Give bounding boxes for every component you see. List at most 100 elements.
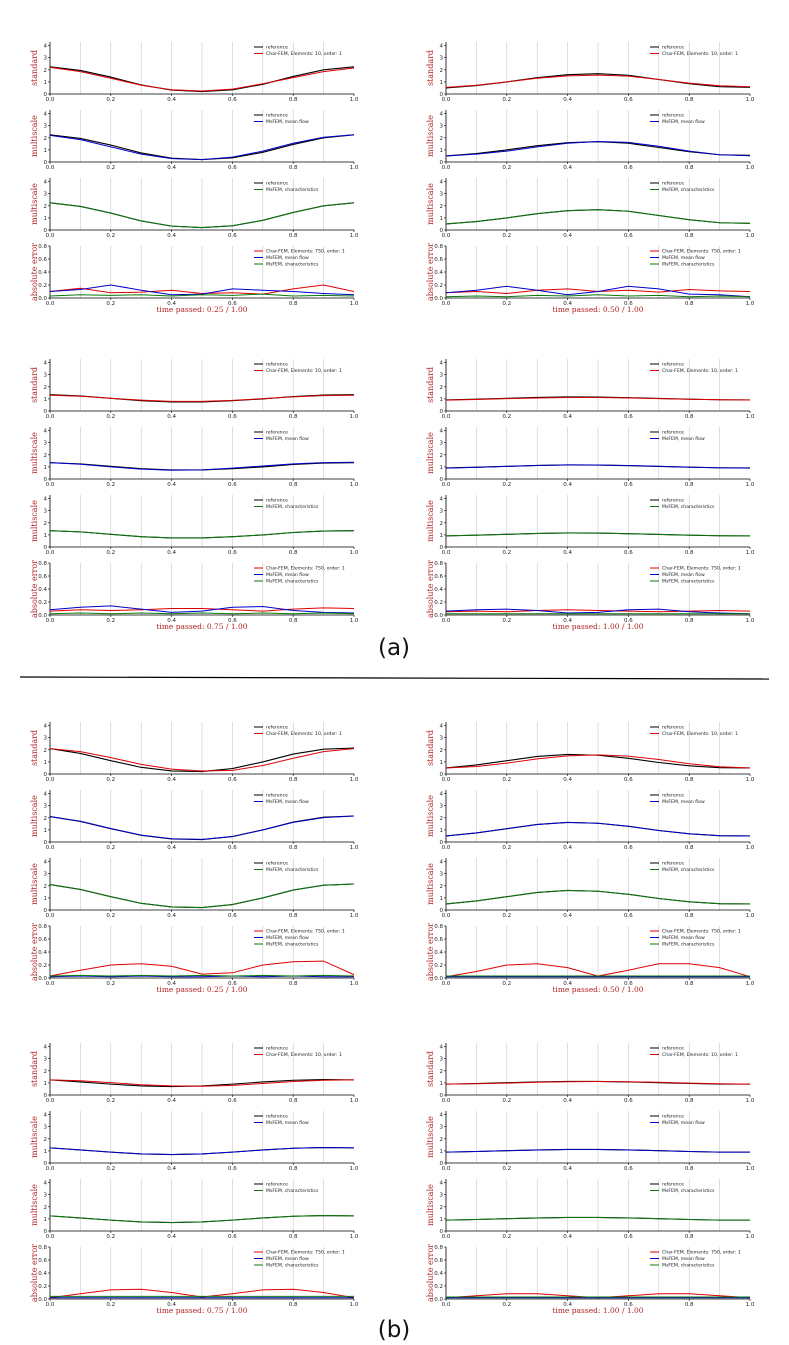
x-tick-label: 1.0 bbox=[350, 1302, 359, 1308]
y-axis-label: standard bbox=[30, 1051, 39, 1087]
x-tick-label: 0.0 bbox=[442, 1098, 451, 1104]
y-axis-label: multiscale bbox=[426, 432, 435, 474]
legend-entry: Char-FEM, Elements: 10, order: 1 bbox=[266, 731, 342, 737]
legend-entry: MsFEM, characteristics bbox=[662, 867, 715, 873]
x-tick-label: 0.2 bbox=[106, 233, 115, 239]
y-tick-label: 3 bbox=[44, 509, 48, 515]
series-charfem bbox=[49, 748, 355, 772]
y-tick-label: 2 bbox=[44, 1137, 48, 1143]
x-tick-label: 0.0 bbox=[442, 913, 451, 919]
y-tick-label: 3 bbox=[44, 124, 48, 130]
x-tick-label: 0.2 bbox=[106, 550, 115, 556]
y-tick-label: 3 bbox=[440, 872, 444, 878]
series-characteristics bbox=[49, 530, 355, 539]
x-tick-label: 1.0 bbox=[746, 1234, 755, 1240]
subplot-error: 0.0 0.2 0.4 0.6 0.8 0.0 0.2 0.4 0.6 0.8 1.0 absolut… bbox=[426, 923, 755, 994]
x-tick-label: 0.2 bbox=[106, 618, 115, 624]
y-axis-label: multiscale bbox=[30, 795, 39, 837]
subplot-standard: 0 1 2 3 4 0.0 0.2 0.4 0.6 0.8 1.0 standard reference… bbox=[426, 359, 755, 420]
x-tick-label: 0.8 bbox=[289, 550, 298, 556]
legend-entry: Char-FEM, Elements: 10, order: 1 bbox=[266, 51, 342, 57]
y-tick-label: 1 bbox=[440, 1081, 444, 1087]
x-tick-label: 0.2 bbox=[106, 913, 115, 919]
y-tick-label: 4 bbox=[440, 1045, 444, 1051]
legend-entry: MsFEM, mean flow bbox=[266, 799, 309, 805]
series-err-charfem bbox=[49, 607, 355, 612]
x-tick-label: 1.0 bbox=[350, 1234, 359, 1240]
x-tick-label: 0.2 bbox=[106, 165, 115, 171]
time-caption: time passed: 0.75 / 1.00 bbox=[156, 622, 247, 631]
x-tick-label: 0.0 bbox=[442, 845, 451, 851]
x-tick-label: 0.4 bbox=[167, 414, 176, 420]
y-tick-label: 2 bbox=[440, 884, 444, 890]
x-tick-label: 0.0 bbox=[46, 482, 55, 488]
x-tick-label: 1.0 bbox=[350, 618, 359, 624]
y-axis-label: absolute error bbox=[30, 923, 39, 981]
y-tick-label: 0.6 bbox=[38, 257, 47, 263]
y-tick-label: 0.2 bbox=[434, 1284, 443, 1290]
legend: Char-FEM, Elements: 750, order: 1MsFEM, … bbox=[650, 566, 741, 585]
y-tick-label: 0 bbox=[440, 1229, 444, 1235]
y-axis-label: multiscale bbox=[30, 115, 39, 157]
x-tick-label: 0.8 bbox=[685, 301, 694, 307]
legend-entry: reference bbox=[266, 1182, 288, 1188]
y-tick-label: 0 bbox=[44, 908, 48, 914]
y-tick-label: 3 bbox=[44, 1057, 48, 1063]
y-tick-label: 0.0 bbox=[38, 296, 47, 302]
y-tick-label: 1 bbox=[440, 828, 444, 834]
x-tick-label: 0.2 bbox=[502, 1098, 511, 1104]
subplot-error: 0.0 0.2 0.4 0.6 0.8 0.0 0.2 0.4 0.6 0.8 1.0 absolut… bbox=[30, 923, 359, 994]
y-tick-label: 0.6 bbox=[38, 937, 47, 943]
y-tick-label: 3 bbox=[44, 373, 48, 379]
series-characteristics bbox=[49, 1215, 355, 1224]
subplot-standard: 0 1 2 3 4 0.0 0.2 0.4 0.6 0.8 1.0 standard reference… bbox=[30, 1043, 359, 1104]
legend-entry: reference bbox=[662, 45, 684, 51]
x-tick-label: 0.4 bbox=[167, 1302, 176, 1308]
y-tick-label: 2 bbox=[440, 453, 444, 459]
x-tick-label: 0.2 bbox=[502, 1302, 511, 1308]
subplot-characteristics: 0 1 2 3 4 0.0 0.2 0.4 0.6 0.8 1.0 multiscale referen… bbox=[426, 178, 755, 239]
x-tick-label: 1.0 bbox=[350, 777, 359, 783]
x-tick-label: 0.6 bbox=[228, 97, 237, 103]
panel-label: (b) bbox=[378, 1317, 411, 1343]
y-tick-label: 4 bbox=[44, 180, 48, 186]
y-tick-label: 0.6 bbox=[434, 937, 443, 943]
legend-entry: reference bbox=[662, 430, 684, 436]
y-tick-label: 1 bbox=[440, 896, 444, 902]
y-tick-label: 4 bbox=[440, 497, 444, 503]
y-tick-label: 3 bbox=[44, 56, 48, 62]
subplot-error: 0.0 0.2 0.4 0.6 0.8 0.0 0.2 0.4 0.6 0.8 1.0 absolut… bbox=[30, 243, 359, 314]
y-tick-label: 2 bbox=[44, 204, 48, 210]
x-tick-label: 0.4 bbox=[167, 482, 176, 488]
y-tick-label: 0 bbox=[440, 908, 444, 914]
subplot-error: 0.0 0.2 0.4 0.6 0.8 0.0 0.2 0.4 0.6 0.8 1.0 absolut… bbox=[426, 560, 755, 631]
y-tick-label: 1 bbox=[44, 896, 48, 902]
y-tick-label: 0.4 bbox=[434, 1271, 443, 1277]
x-tick-label: 0.6 bbox=[624, 981, 633, 987]
y-tick-label: 0.8 bbox=[38, 924, 47, 930]
x-tick-label: 0.0 bbox=[46, 1166, 55, 1172]
x-tick-label: 0.0 bbox=[46, 414, 55, 420]
x-tick-label: 0.8 bbox=[685, 550, 694, 556]
y-tick-label: 0.4 bbox=[38, 270, 47, 276]
y-tick-label: 1 bbox=[44, 397, 48, 403]
x-tick-label: 0.4 bbox=[167, 1098, 176, 1104]
y-tick-label: 3 bbox=[440, 1125, 444, 1131]
time-caption: time passed: 0.25 / 1.00 bbox=[156, 305, 247, 314]
x-tick-label: 0.2 bbox=[502, 550, 511, 556]
subplot-meanflow: 0 1 2 3 4 0.0 0.2 0.4 0.6 0.8 1.0 multiscale referen… bbox=[426, 427, 755, 488]
series-characteristics bbox=[445, 209, 751, 225]
x-tick-label: 0.8 bbox=[289, 414, 298, 420]
y-tick-label: 2 bbox=[440, 816, 444, 822]
x-tick-label: 0.8 bbox=[685, 981, 694, 987]
x-tick-label: 0.2 bbox=[106, 777, 115, 783]
legend-entry: MsFEM, mean flow bbox=[662, 799, 705, 805]
x-tick-label: 1.0 bbox=[746, 233, 755, 239]
y-tick-label: 3 bbox=[44, 1125, 48, 1131]
series-charfem bbox=[445, 754, 751, 769]
legend: Char-FEM, Elements: 750, order: 1MsFEM, … bbox=[254, 1250, 345, 1269]
subplot-standard: 0 1 2 3 4 0.0 0.2 0.4 0.6 0.8 1.0 standard reference… bbox=[30, 722, 359, 783]
legend-entry: MsFEM, mean flow bbox=[662, 572, 705, 578]
